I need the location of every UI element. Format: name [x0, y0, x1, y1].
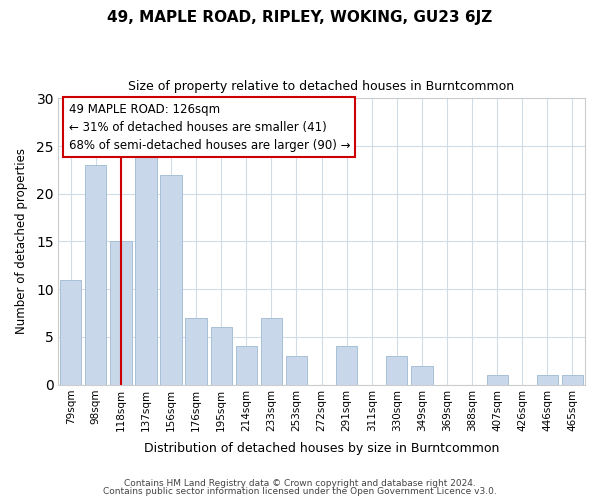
Bar — [185, 318, 207, 384]
Bar — [261, 318, 282, 384]
Bar — [60, 280, 82, 384]
Text: 49, MAPLE ROAD, RIPLEY, WOKING, GU23 6JZ: 49, MAPLE ROAD, RIPLEY, WOKING, GU23 6JZ — [107, 10, 493, 25]
Bar — [537, 375, 558, 384]
Bar — [160, 174, 182, 384]
Bar — [85, 165, 106, 384]
Text: Contains HM Land Registry data © Crown copyright and database right 2024.: Contains HM Land Registry data © Crown c… — [124, 478, 476, 488]
Bar — [236, 346, 257, 385]
Text: 49 MAPLE ROAD: 126sqm
← 31% of detached houses are smaller (41)
68% of semi-deta: 49 MAPLE ROAD: 126sqm ← 31% of detached … — [68, 102, 350, 152]
Text: Contains public sector information licensed under the Open Government Licence v3: Contains public sector information licen… — [103, 487, 497, 496]
Bar — [386, 356, 407, 384]
Bar — [336, 346, 358, 385]
Bar — [487, 375, 508, 384]
X-axis label: Distribution of detached houses by size in Burntcommon: Distribution of detached houses by size … — [144, 442, 499, 455]
Bar — [211, 328, 232, 384]
Bar — [110, 242, 131, 384]
Title: Size of property relative to detached houses in Burntcommon: Size of property relative to detached ho… — [128, 80, 515, 93]
Bar — [135, 156, 157, 384]
Bar — [286, 356, 307, 384]
Bar — [411, 366, 433, 384]
Y-axis label: Number of detached properties: Number of detached properties — [15, 148, 28, 334]
Bar — [562, 375, 583, 384]
